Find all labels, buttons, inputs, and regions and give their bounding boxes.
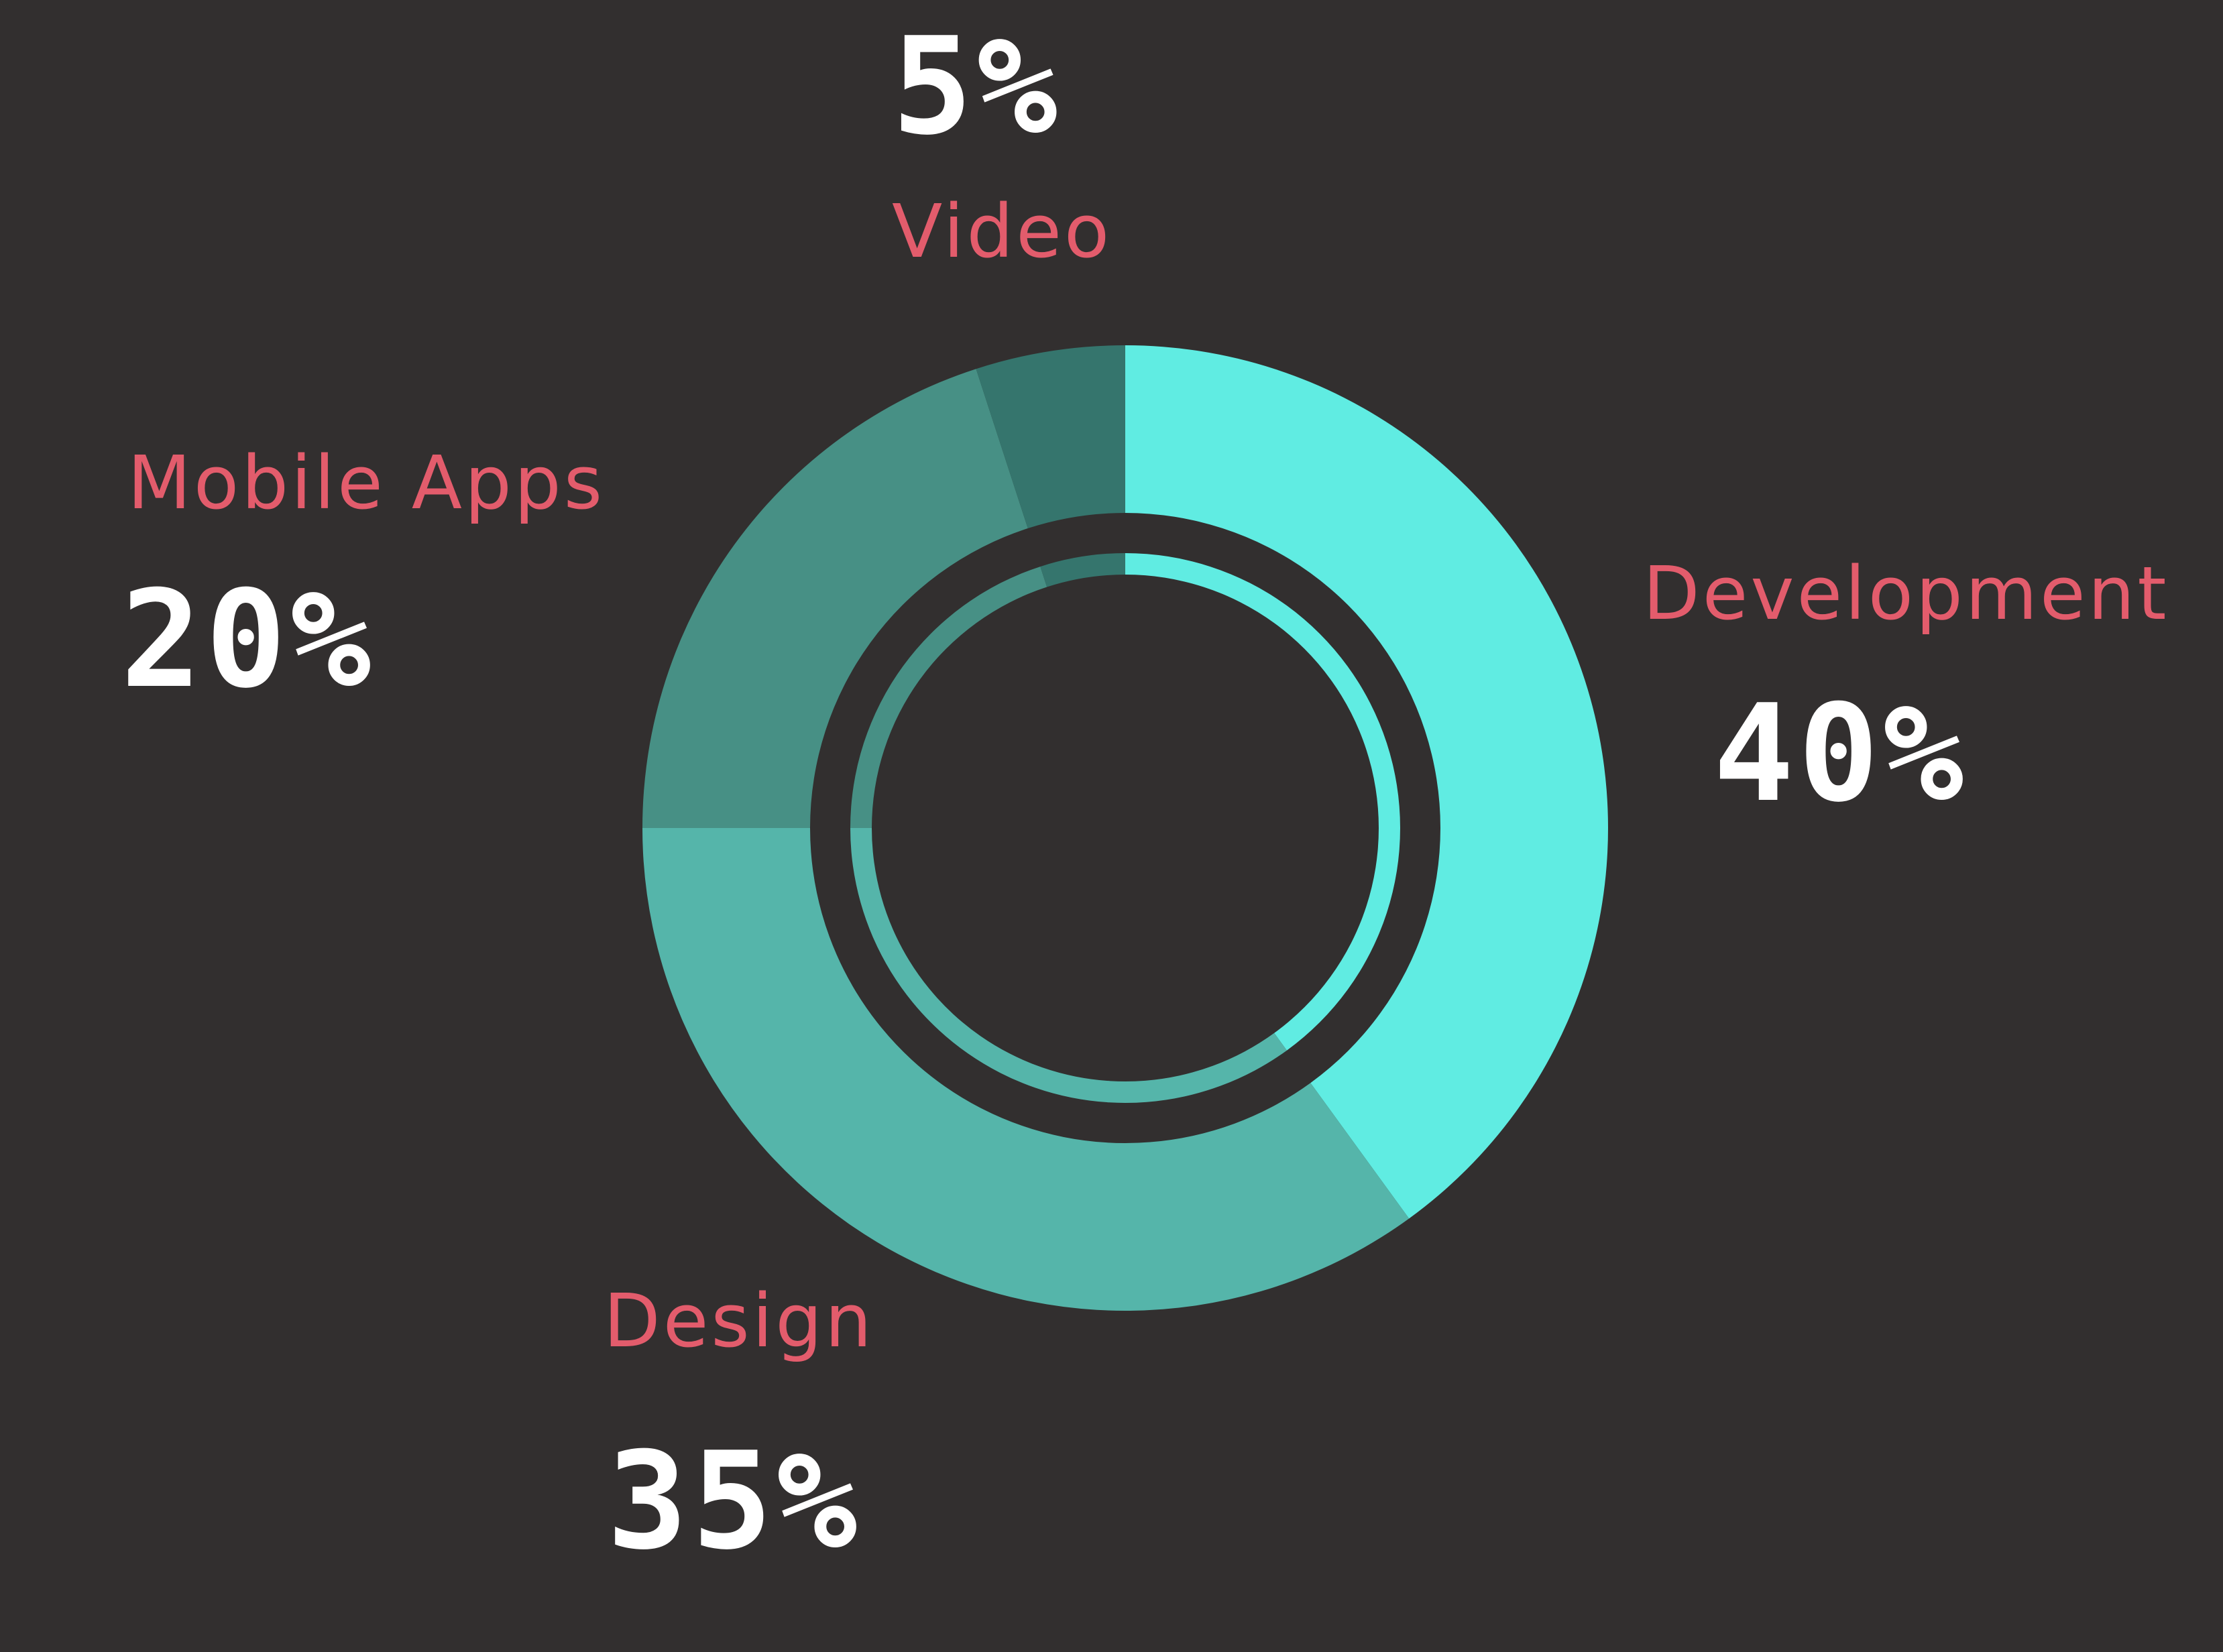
design-slice bbox=[642, 828, 1410, 1311]
mobile-apps-inner-arc bbox=[850, 567, 1047, 828]
development-value-label: 40% bbox=[1713, 676, 1968, 832]
video-category-label: Video bbox=[892, 188, 1113, 274]
video-inner-arc bbox=[1040, 553, 1125, 587]
development-inner-arc bbox=[1125, 552, 1400, 1051]
video-slice bbox=[976, 345, 1125, 529]
design-inner-arc bbox=[850, 828, 1287, 1103]
outer-ring bbox=[642, 345, 1608, 1311]
development-category-label: Development bbox=[1643, 550, 2169, 636]
design-category-label: Design bbox=[604, 1278, 874, 1364]
design-value-label: 35% bbox=[607, 1423, 862, 1580]
mobile-apps-slice bbox=[642, 369, 1028, 828]
mobile-apps-value-label: 20% bbox=[121, 562, 376, 718]
inner-ring bbox=[850, 552, 1400, 1103]
mobile-apps-category-label: Mobile Apps bbox=[127, 440, 606, 526]
development-slice bbox=[1125, 345, 1608, 1219]
video-value-label: 5% bbox=[892, 9, 1062, 165]
